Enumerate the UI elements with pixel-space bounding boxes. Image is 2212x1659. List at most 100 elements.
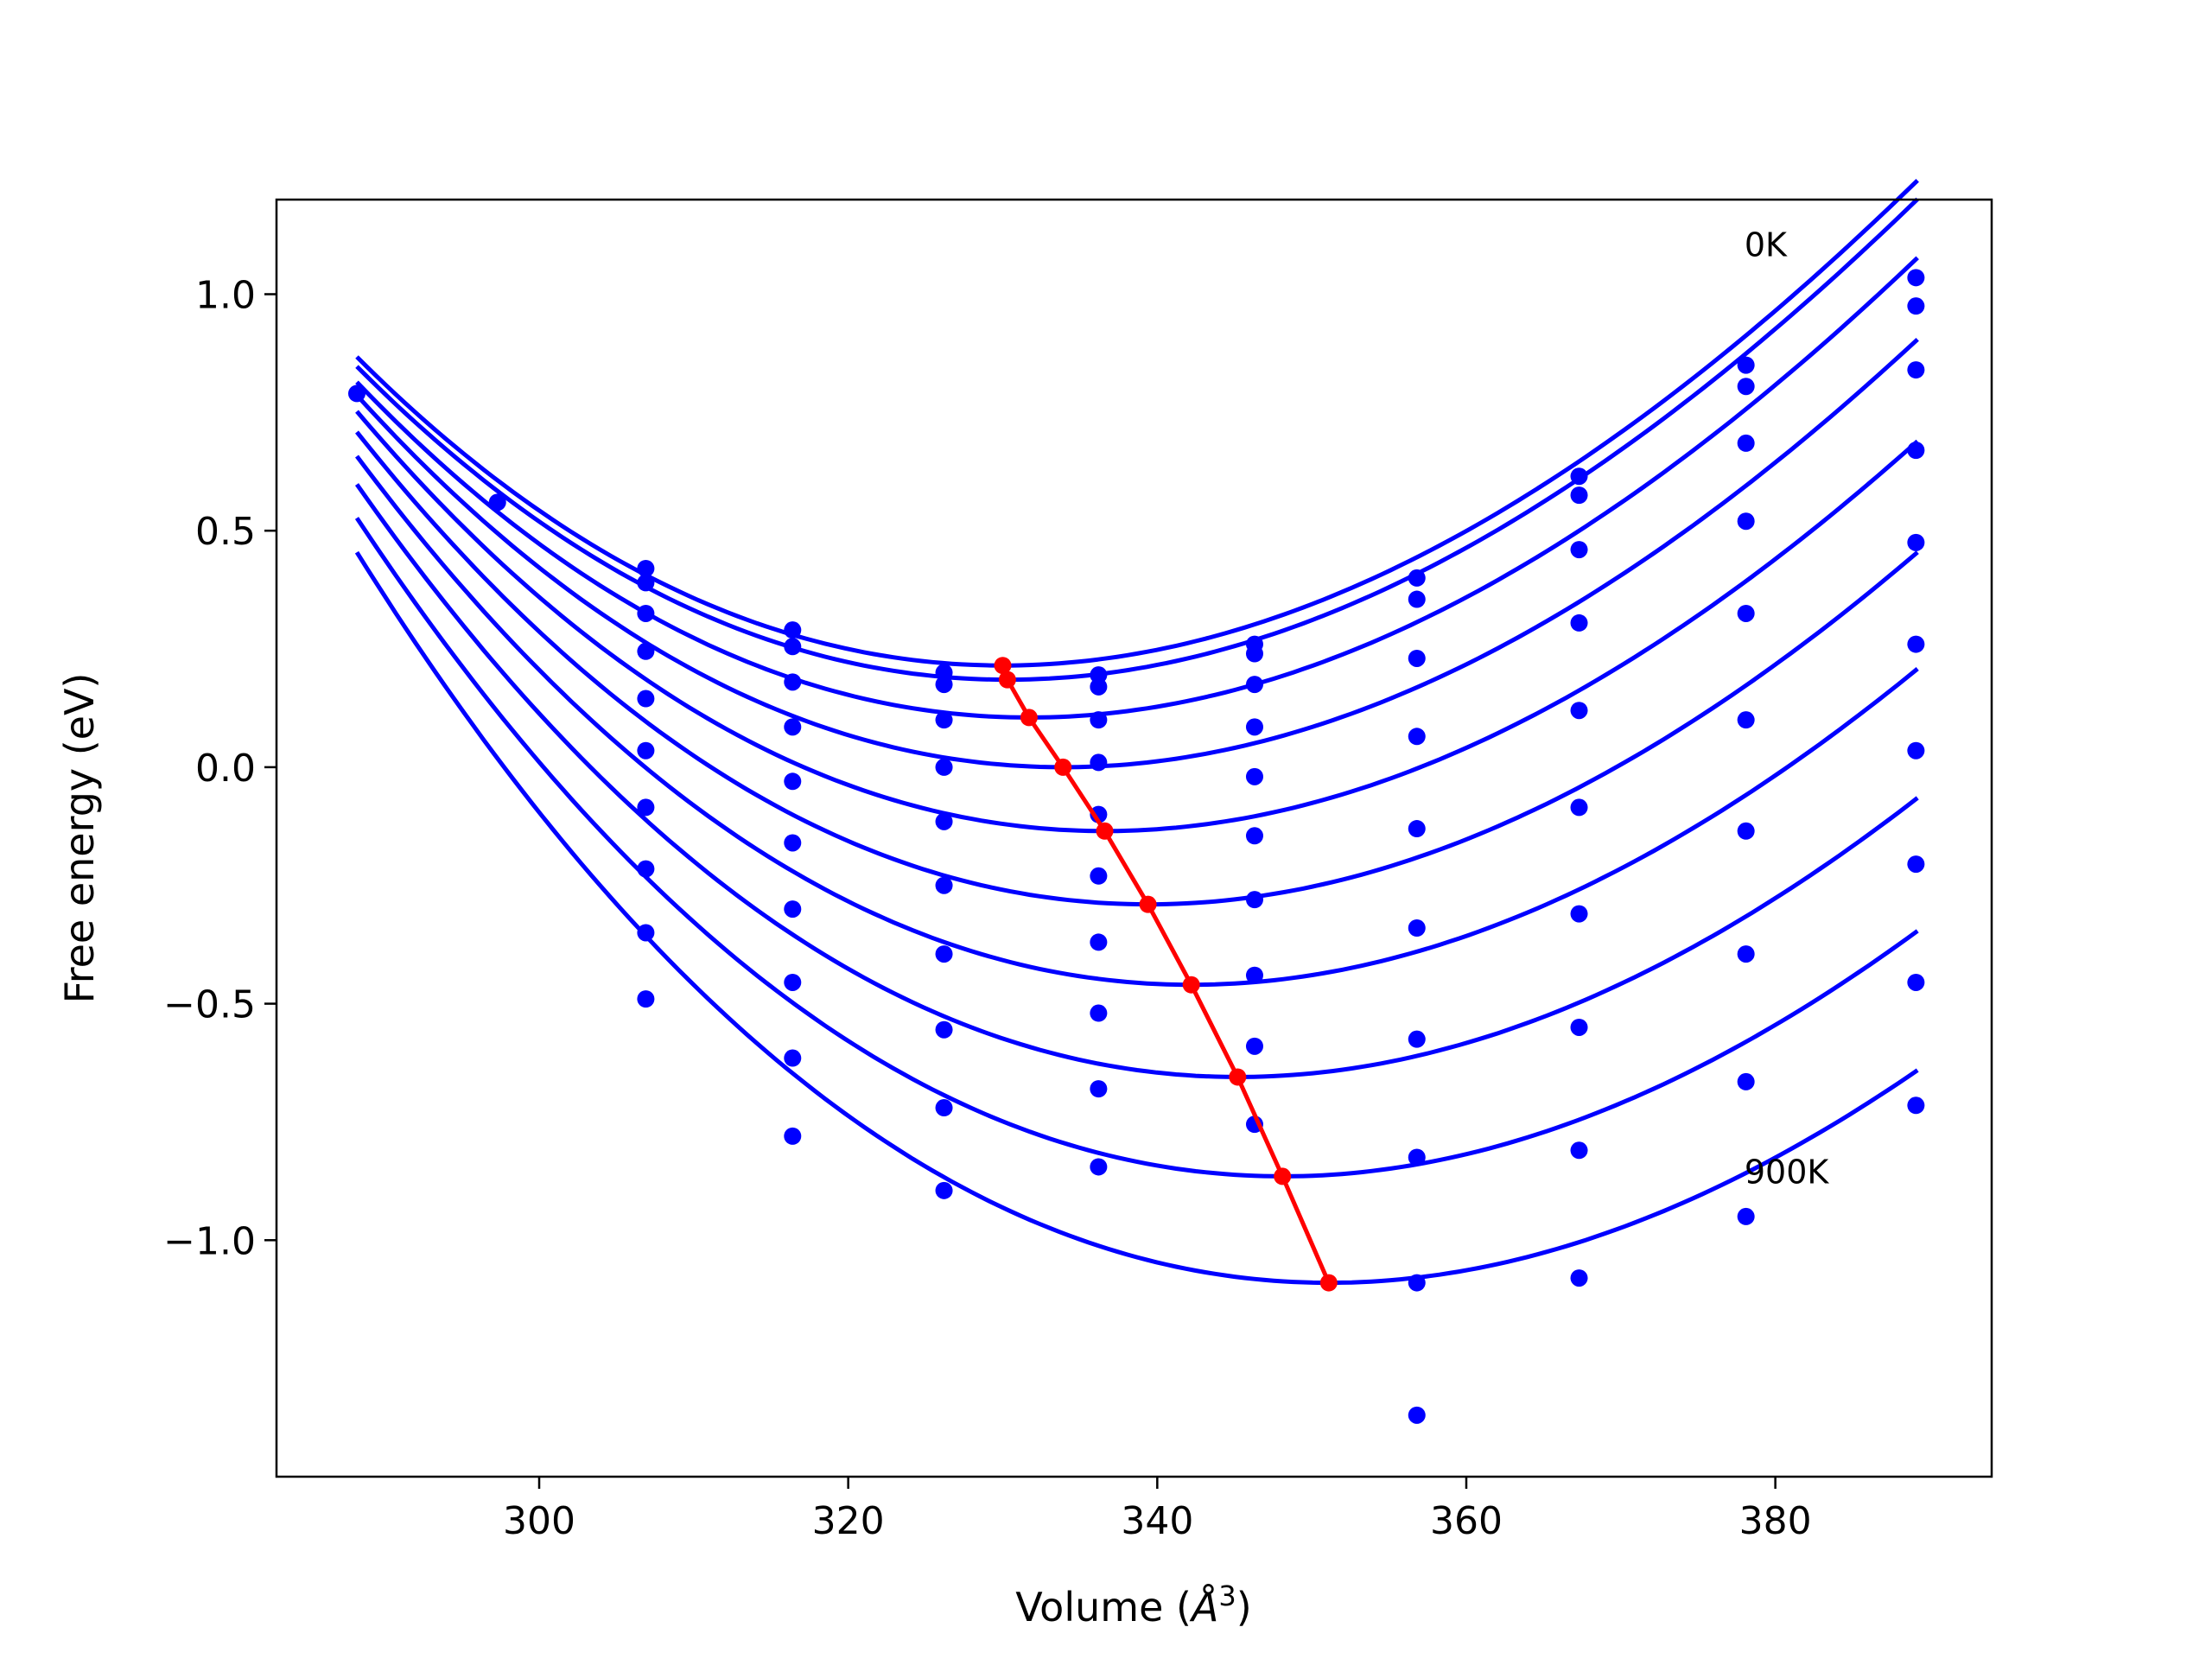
- data-point-300k: [1090, 753, 1108, 772]
- data-point-700k: [1737, 945, 1755, 963]
- data-point-200k: [784, 673, 802, 691]
- data-point-400k: [637, 690, 655, 708]
- data-point-300k: [935, 758, 953, 776]
- plot-frame: [275, 198, 1993, 1478]
- data-point-300k: [1245, 718, 1263, 736]
- x-axis-ticks: 300 320 340 360 380: [503, 1477, 1812, 1543]
- data-point-800k: [1907, 973, 1925, 991]
- data-point-700k: [637, 860, 655, 878]
- minima-path: [994, 657, 1338, 1292]
- data-point-400k: [784, 772, 802, 791]
- data-point-0k: [1090, 666, 1108, 684]
- data-point-700k: [1090, 1004, 1108, 1022]
- y-tick-label: 1.0: [195, 273, 256, 317]
- data-point-800k: [1570, 1141, 1588, 1160]
- data-point-700k: [1245, 966, 1263, 984]
- data-point-700k: [784, 973, 802, 991]
- minimum-point: [994, 657, 1012, 675]
- fit-curve-900k: [354, 550, 1919, 1286]
- data-point-900k: [1737, 1207, 1755, 1225]
- data-point-300k: [1408, 728, 1426, 746]
- data-point-500k: [1907, 635, 1925, 653]
- data-point-0k: [637, 559, 655, 577]
- data-point-400k: [935, 812, 953, 830]
- x-tick-label: 380: [1739, 1499, 1812, 1543]
- data-point-900k: [935, 1181, 953, 1199]
- data-point-600k: [1907, 741, 1925, 760]
- minimum-point: [1054, 758, 1072, 776]
- data-point-0k: [1408, 569, 1426, 587]
- minimum-point: [1319, 1274, 1338, 1292]
- plot-area: [276, 200, 1992, 1477]
- minimum-point: [998, 671, 1016, 689]
- data-point-500k: [1408, 919, 1426, 938]
- data-point-500k: [935, 876, 953, 894]
- data-point-200k: [1737, 434, 1755, 452]
- data-point-500k: [784, 834, 802, 852]
- y-tick-label: −0.5: [163, 983, 256, 1027]
- data-point-100k: [1570, 486, 1588, 505]
- data-point-800k: [784, 1049, 802, 1067]
- data-point-400k: [1245, 767, 1263, 785]
- data-point-200k: [637, 604, 655, 622]
- data-point-0k: [1907, 269, 1925, 287]
- data-point-100k: [1408, 590, 1426, 608]
- annotation-0k: 0K: [1745, 226, 1788, 264]
- data-point-100k: [1907, 297, 1925, 315]
- data-point-700k: [935, 1020, 953, 1039]
- data-point-800k: [1737, 1072, 1755, 1090]
- data-point-500k: [1245, 827, 1263, 845]
- data-point-100k: [1090, 677, 1108, 696]
- fit-curve-700k: [354, 483, 1919, 1079]
- data-point-900k: [1090, 1158, 1108, 1176]
- y-tick-label: 0.5: [195, 510, 256, 554]
- data-point-700k: [1570, 1018, 1588, 1036]
- minima-line: [1001, 664, 1332, 1284]
- data-point-600k: [935, 945, 953, 963]
- data-point-900k: [1570, 1269, 1588, 1287]
- data-point-300k: [1907, 442, 1925, 460]
- data-point-600k: [1408, 1030, 1426, 1048]
- fit-curve-300k: [355, 337, 1919, 770]
- data-point-0k: [784, 621, 802, 639]
- data-point-500k: [637, 741, 655, 760]
- data-point-100k: [637, 574, 655, 592]
- minimum-point: [1182, 976, 1200, 994]
- data-point-500k: [1570, 798, 1588, 817]
- data-point-300k: [1570, 613, 1588, 632]
- data-point-200k: [1907, 361, 1925, 379]
- data-point-700k: [1408, 1148, 1426, 1166]
- data-point-600k: [1245, 891, 1263, 909]
- x-tick-label: 360: [1430, 1499, 1503, 1543]
- data-point-600k: [637, 798, 655, 817]
- x-axis-label: Volume (Å3): [1015, 1580, 1251, 1630]
- data-point-0k: [1570, 467, 1588, 486]
- data-point-200k: [1570, 541, 1588, 559]
- data-point-200k: [1408, 649, 1426, 667]
- data-point-0k: [935, 664, 953, 682]
- data-point-0k: [488, 493, 506, 512]
- data-point-600k: [784, 900, 802, 918]
- data-point-300k: [1737, 512, 1755, 531]
- data-point-400k: [1737, 604, 1755, 622]
- annotation-900k: 900K: [1745, 1154, 1830, 1192]
- data-point-400k: [1408, 820, 1426, 838]
- data-point-400k: [1907, 533, 1925, 551]
- minimum-point: [1274, 1167, 1292, 1185]
- fit-curve-800k: [354, 517, 1919, 1179]
- data-point-800k: [935, 1099, 953, 1117]
- data-point-800k: [637, 924, 655, 942]
- data-point-900k: [637, 990, 655, 1008]
- data-point-300k: [784, 718, 802, 736]
- minimum-point: [1096, 822, 1114, 840]
- data-point-700k: [1907, 855, 1925, 874]
- data-point-0k: [347, 385, 365, 403]
- y-tick-label: −1.0: [163, 1219, 256, 1263]
- fit-curve-600k: [355, 454, 1919, 988]
- data-point-900k: [784, 1127, 802, 1145]
- data-point-800k: [1245, 1037, 1263, 1055]
- data-point-100k: [1245, 645, 1263, 663]
- data-point-400k: [1570, 702, 1588, 720]
- fit-curve-200k: [355, 256, 1919, 720]
